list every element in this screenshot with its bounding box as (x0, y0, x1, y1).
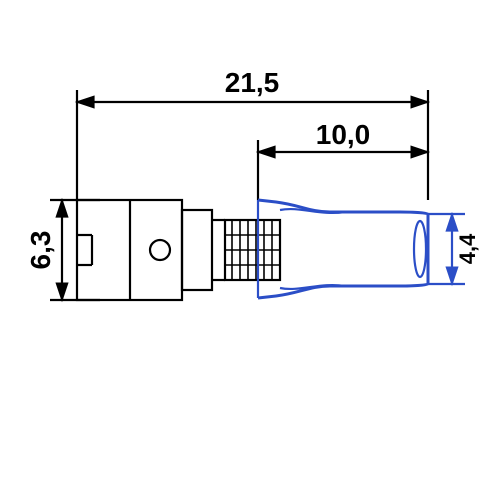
collar (182, 210, 225, 290)
dim-partial-length: 10,0 (316, 119, 371, 150)
dim-overall-length: 21,5 (225, 67, 280, 98)
grip-zone (225, 220, 280, 280)
crimp-barrel (77, 200, 182, 300)
terminal-diagram: 21,5 10,0 6,3 4,4 (0, 0, 500, 500)
insulated-sleeve (258, 200, 428, 298)
dim-tip-height: 4,4 (455, 233, 480, 264)
dim-height: 6,3 (25, 231, 56, 270)
